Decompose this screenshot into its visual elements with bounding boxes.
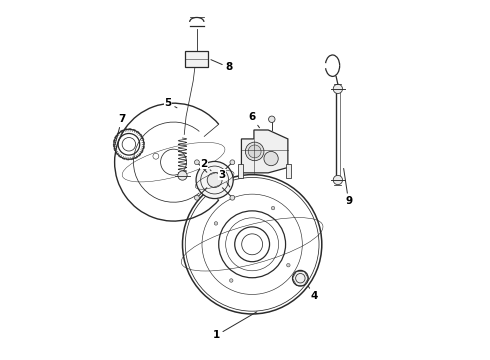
Text: 5: 5 [165,98,177,108]
Bar [286,164,292,178]
Circle shape [230,160,235,165]
Circle shape [287,264,290,267]
Text: 7: 7 [115,114,125,146]
Circle shape [178,171,187,180]
Text: 9: 9 [343,168,352,206]
Text: 2: 2 [200,159,211,171]
Circle shape [271,206,275,210]
Circle shape [230,195,235,200]
Circle shape [293,270,308,286]
Circle shape [269,116,275,122]
Circle shape [214,222,218,225]
Circle shape [245,142,264,161]
Circle shape [248,145,261,158]
Bar [238,164,243,178]
Circle shape [207,172,222,188]
Circle shape [229,279,233,282]
Text: 8: 8 [211,60,233,72]
Bar [185,50,208,67]
Circle shape [195,195,199,200]
Text: 3: 3 [218,170,230,187]
Circle shape [195,160,199,165]
Circle shape [264,152,278,166]
Circle shape [333,84,343,94]
Polygon shape [242,130,288,173]
Circle shape [333,175,343,185]
Circle shape [196,161,233,199]
Text: 4: 4 [308,286,318,301]
Text: 1: 1 [213,312,257,341]
Text: 6: 6 [248,112,260,128]
